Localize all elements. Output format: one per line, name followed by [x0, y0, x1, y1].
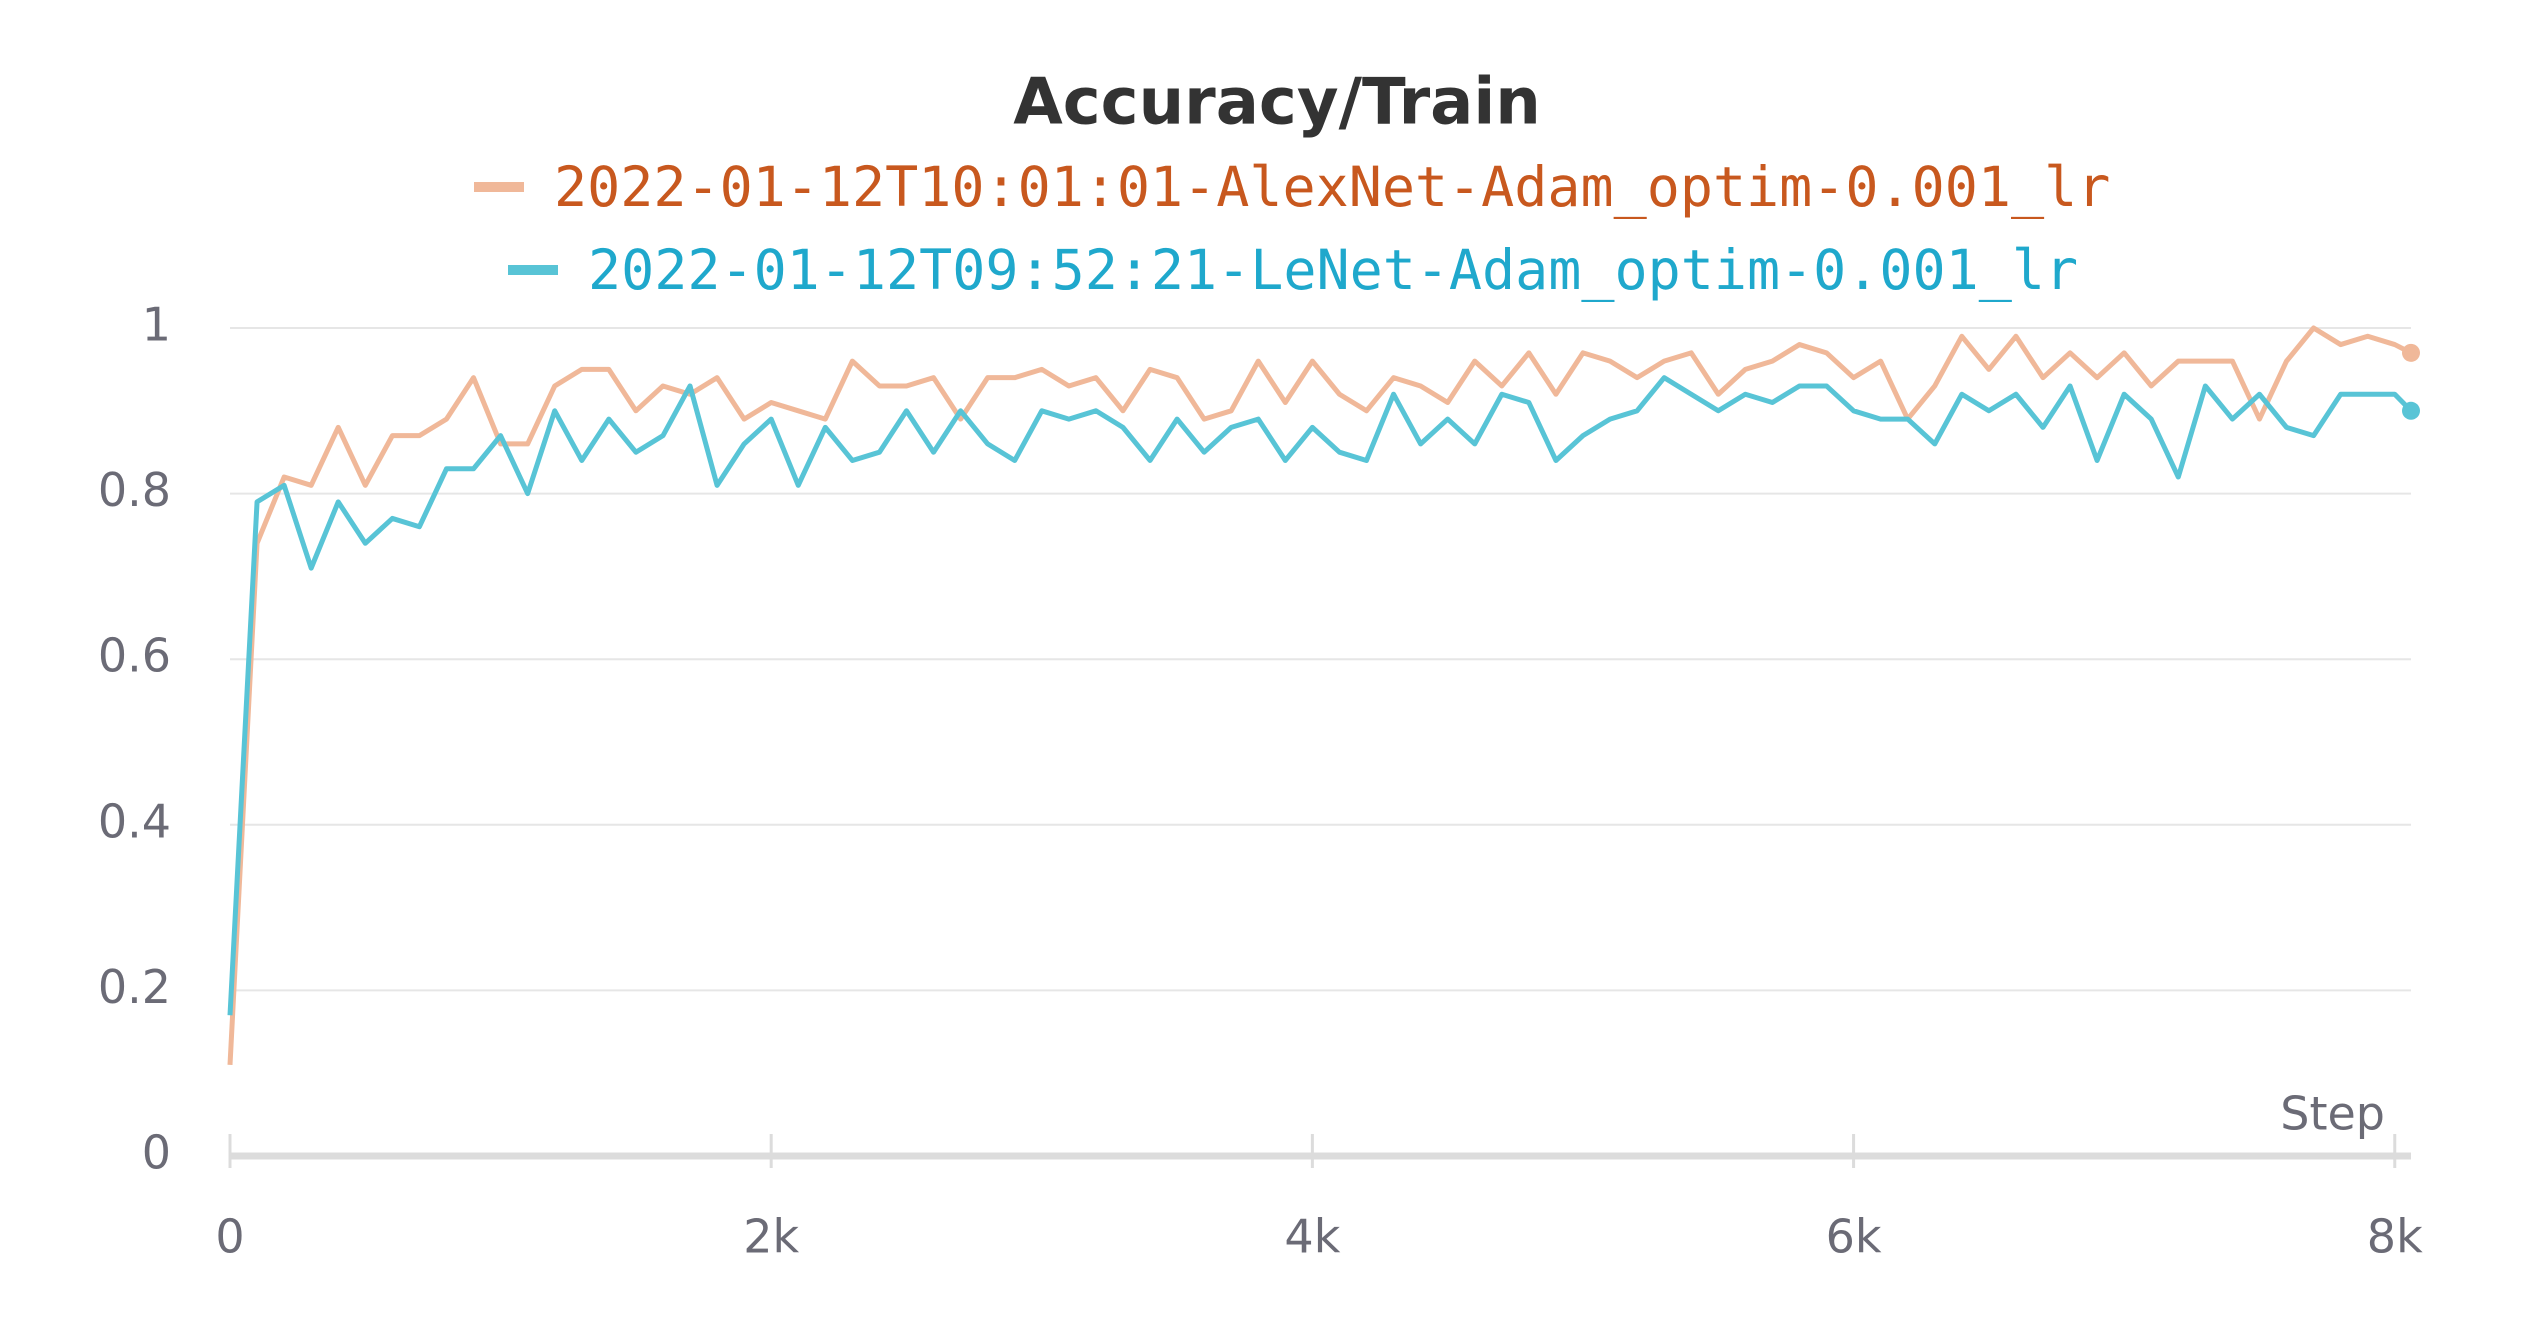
y-tick-label: 0.8 — [98, 463, 171, 517]
x-tick-label: 0 — [215, 1210, 244, 1264]
series-line — [227, 325, 2413, 1066]
legend-label: 2022-01-12T09:52:21-LeNet-Adam_optim-0.0… — [588, 238, 2078, 302]
end-dot — [2402, 343, 2420, 362]
y-tick-label: 0.4 — [98, 794, 171, 848]
x-tick-label: 6k — [1826, 1210, 1882, 1264]
x-axis-label: Step — [2280, 1087, 2385, 1141]
end-dot — [2402, 401, 2420, 420]
y-tick-label: 0.6 — [98, 629, 171, 683]
x-tick-label: 4k — [1284, 1210, 1340, 1264]
y-tick-label: 0.2 — [98, 960, 171, 1014]
x-tick-label: 8k — [2367, 1210, 2423, 1264]
x-tick-label: 2k — [743, 1210, 799, 1264]
y-tick-label: 1 — [142, 298, 171, 352]
legend-label: 2022-01-12T10:01:01-AlexNet-Adam_optim-0… — [554, 155, 2110, 219]
series-line — [227, 375, 2413, 1016]
y-tick-label: 0 — [142, 1126, 171, 1180]
chart-title: Accuracy/Train — [1013, 66, 1541, 140]
